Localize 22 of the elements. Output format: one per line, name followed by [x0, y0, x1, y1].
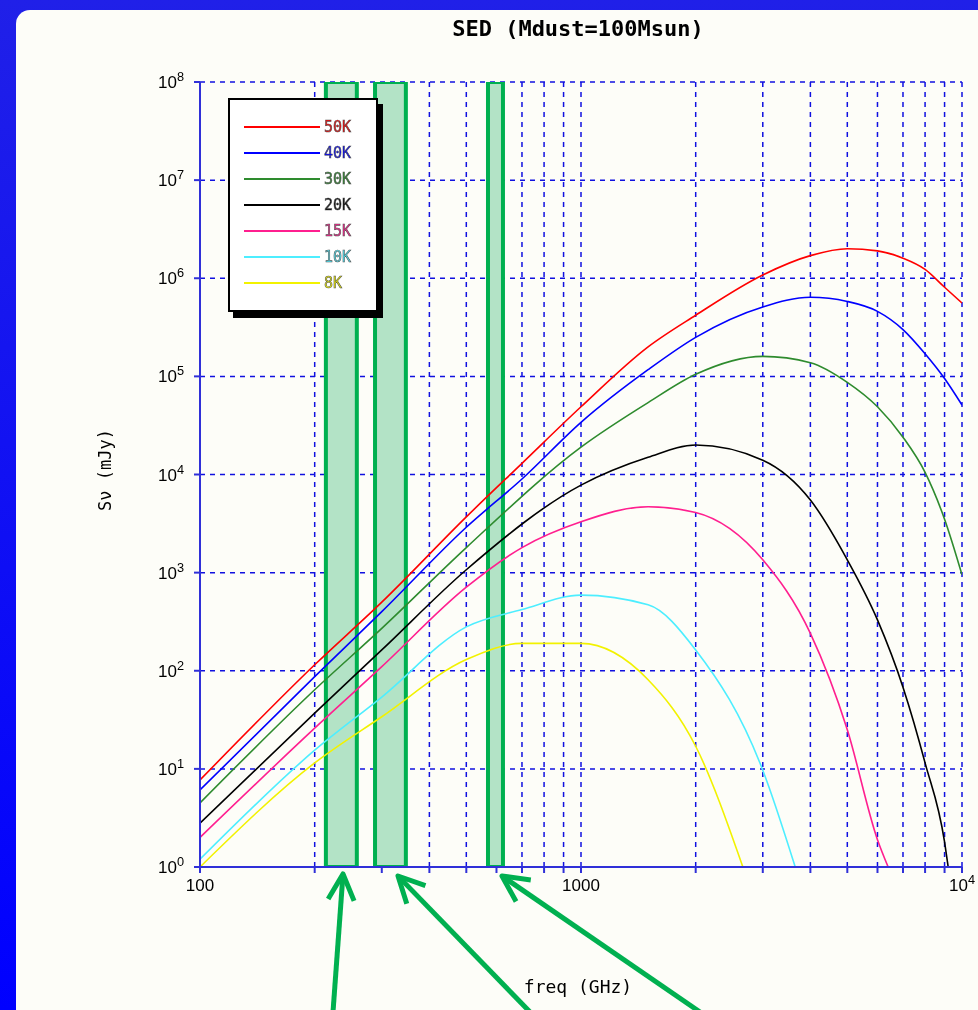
text: 40K	[324, 144, 352, 162]
y-tick-label: 10$^{1}$	[157, 755, 184, 779]
y-tick-label: 10$^{5}$	[157, 362, 184, 387]
text: 10K	[324, 248, 352, 266]
text: 50K	[324, 118, 352, 136]
x-tick-label: 10$^{4}$	[948, 871, 976, 895]
x-tick-label: 100	[185, 876, 215, 895]
y-tick-label: 10$^{8}$	[157, 68, 184, 92]
y-tick-label: 10$^{7}$	[157, 166, 184, 191]
y-tick-label: 10$^{2}$	[157, 657, 184, 681]
text: 20K	[324, 196, 352, 214]
text: 30K	[324, 170, 352, 188]
chart-title: SED (Mdust=100Msun)	[451, 16, 705, 41]
text: 8K	[324, 274, 343, 292]
y-tick-label: 10$^{3}$	[157, 559, 184, 583]
x-axis-title: freq (GHz)	[522, 976, 634, 997]
y-tick-label: 10$^{4}$	[157, 461, 184, 485]
y-tick-label: 10$^{6}$	[157, 264, 184, 289]
y-tick-label: 10$^{0}$	[157, 853, 184, 877]
y-axis-title: Sν (mJy)	[95, 428, 115, 513]
text: 15K	[324, 222, 352, 240]
x-tick-label: 1000	[562, 876, 600, 895]
